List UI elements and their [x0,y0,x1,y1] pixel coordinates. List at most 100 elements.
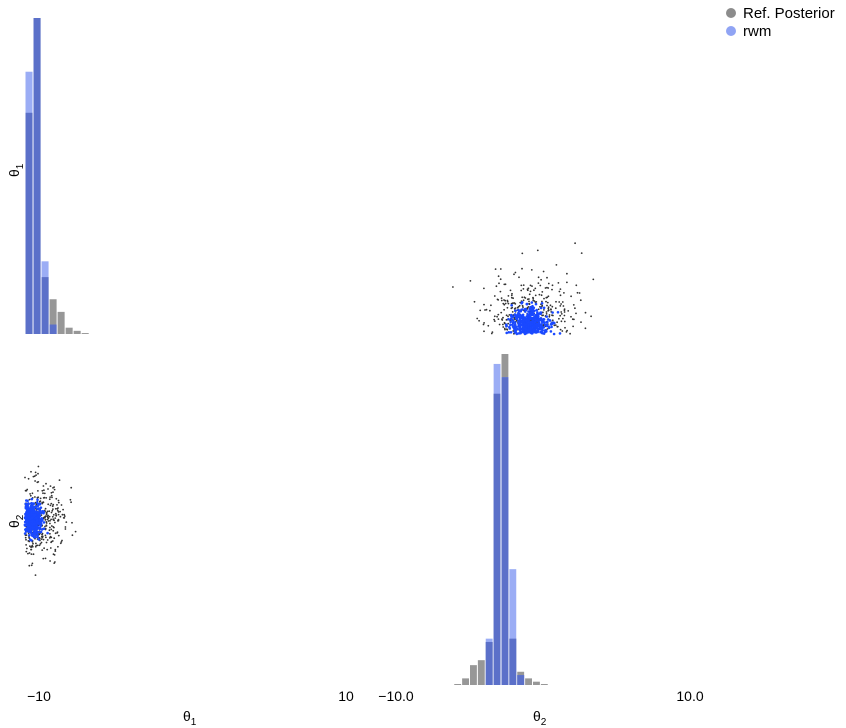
scatter-theta1-theta2-point [36,481,39,484]
scatter-theta1-theta2-point [52,491,54,493]
scatter-theta1-theta2-point [36,521,40,525]
scatter-theta2-theta1-point [563,320,566,323]
scatter-theta1-theta2-point [63,513,66,516]
scatter-theta1-theta2-point [55,497,58,500]
scatter-theta2-theta1-point [497,313,500,316]
scatter-theta1-theta2-point [42,510,46,514]
theta2-hist-overlap [485,377,525,685]
scatter-theta1-theta2-point [49,485,52,487]
scatter-theta2-theta1-point [554,324,557,326]
theta1-bar-ref-6 [73,330,81,334]
scatter-theta1-theta2-point [49,560,51,562]
scatter-theta1-theta2-point [52,514,55,516]
scatter-theta2-theta1-point [516,313,520,316]
scatter-theta2-theta1-point [519,331,522,335]
scatter-theta1-theta2-point [50,511,53,514]
scatter-theta2-theta1-point [528,316,532,320]
scatter-theta2-theta1-point [556,321,558,324]
scatter-theta2-theta1-point [540,302,544,305]
scatter-theta1-theta2-point [52,487,54,489]
scatter-theta2-theta1-point [513,302,516,304]
scatter-theta2-theta1-point [521,267,523,270]
scatter-theta2-theta1-point [500,299,503,302]
scatter-theta2-theta1-point [499,290,502,293]
tick-label-theta2-min: −10.0 [378,688,414,704]
scatter-theta1-theta2-point [30,497,34,501]
scatter-theta1-theta2-point [54,548,57,551]
theta2-bar-ref-9 [525,678,532,685]
scatter-theta2-theta1-point [574,242,576,245]
scatter-theta2-theta1-point [570,315,572,318]
scatter-theta1-theta2-point [53,537,56,540]
scatter-theta2-theta1-point [529,290,532,293]
scatter-theta2-theta1-point [540,320,544,324]
scatter-theta2-theta1-point [551,319,554,322]
scatter-theta2-theta1-point [508,314,511,316]
scatter-theta2-theta1-point [534,323,538,327]
scatter-theta2-theta1-point [563,309,566,312]
scatter-theta1-theta2-point [33,526,36,529]
scatter-theta2-theta1-point [571,318,574,321]
scatter-theta1-theta2-point [24,502,28,506]
scatter-theta2-theta1-point [530,323,534,326]
scatter-theta1-theta2-point [46,510,49,513]
theta1-bar-ref-5 [65,327,73,334]
scatter-theta2-theta1-point [545,320,549,324]
scatter-theta2-theta1-point [533,315,536,319]
scatter-theta1-theta2-point [50,494,53,497]
scatter-theta2-theta1-point [525,319,528,323]
scatter-theta1-theta2-point [71,534,74,537]
scatter-theta2-theta1-point [541,300,543,303]
scatter-theta1-theta2-point [37,472,39,475]
legend-marker-ref-posterior [726,8,736,18]
scatter-theta1-theta2-point [70,486,73,489]
scatter-theta1-theta2-point [57,545,59,548]
scatter-theta2-theta1-point [547,325,550,328]
scatter-theta2-theta1-point [534,302,538,306]
scatter-theta2-theta1-point [545,311,548,313]
scatter-theta1-theta2-point [47,488,49,490]
scatter-theta2-theta1-point [543,323,547,327]
scatter-theta2-theta1-point [579,299,582,302]
marginal-theta1-panel [25,18,89,334]
scatter-theta1-theta2-point [26,488,29,491]
scatter-theta2-theta1-point [554,307,557,310]
scatter-theta1-theta2-point [49,496,51,498]
x-axis-label-theta2: θ2 [533,708,547,728]
legend-item-ref-posterior[interactable]: Ref. Posterior [726,5,835,22]
scatter-theta2-theta1-point [551,311,554,314]
scatter-theta2-theta1-point [476,317,479,320]
scatter-theta2-theta1-point [561,301,564,303]
scatter-theta1-theta2-point [34,529,38,532]
scatter-theta1-theta2-point [33,505,37,509]
scatter-theta2-theta1-point [508,325,511,329]
scatter-theta2-theta1-point [532,330,535,334]
scatter-theta2-theta1-point [514,271,517,274]
scatter-theta2-theta1-point [520,284,523,287]
scatter-theta1-theta2-point [40,528,44,531]
scatter-theta2-theta1-point [512,302,514,304]
scatter-theta2-theta1-point [487,324,490,327]
scatter-theta1-theta2-point [64,526,67,528]
theta2-bar-ref-2 [470,665,477,685]
marginal-theta2-panel [454,354,548,685]
scatter-theta2-theta1-point [478,319,480,322]
theta2-bar-ref-1 [462,678,469,685]
scatter-theta2-theta1-point [515,332,519,336]
scatter-theta2-theta1-point [584,327,587,330]
scatter-theta2-theta1-point [555,264,558,266]
scatter-theta1-theta2-point [27,477,30,480]
scatter-theta1-theta2-point [52,503,55,506]
scatter-theta2-theta1-point [533,300,536,302]
scatter-theta2-theta1-point [559,305,562,307]
scatter-theta2-theta1-point [540,331,544,335]
scatter-theta2-theta1-point [510,296,513,299]
scatter-theta2-theta1-point [505,323,508,327]
scatter-theta1-theta2-point [36,502,40,506]
scatter-theta2-theta1-point [574,307,576,310]
legend-item-rwm[interactable]: rwm [726,23,771,40]
scatter-theta1-theta2-point [50,536,53,539]
scatter-theta2-theta1-point [539,306,543,310]
theta2-bar-overlap-5 [493,393,501,685]
scatter-theta2-theta1-point [506,306,509,309]
